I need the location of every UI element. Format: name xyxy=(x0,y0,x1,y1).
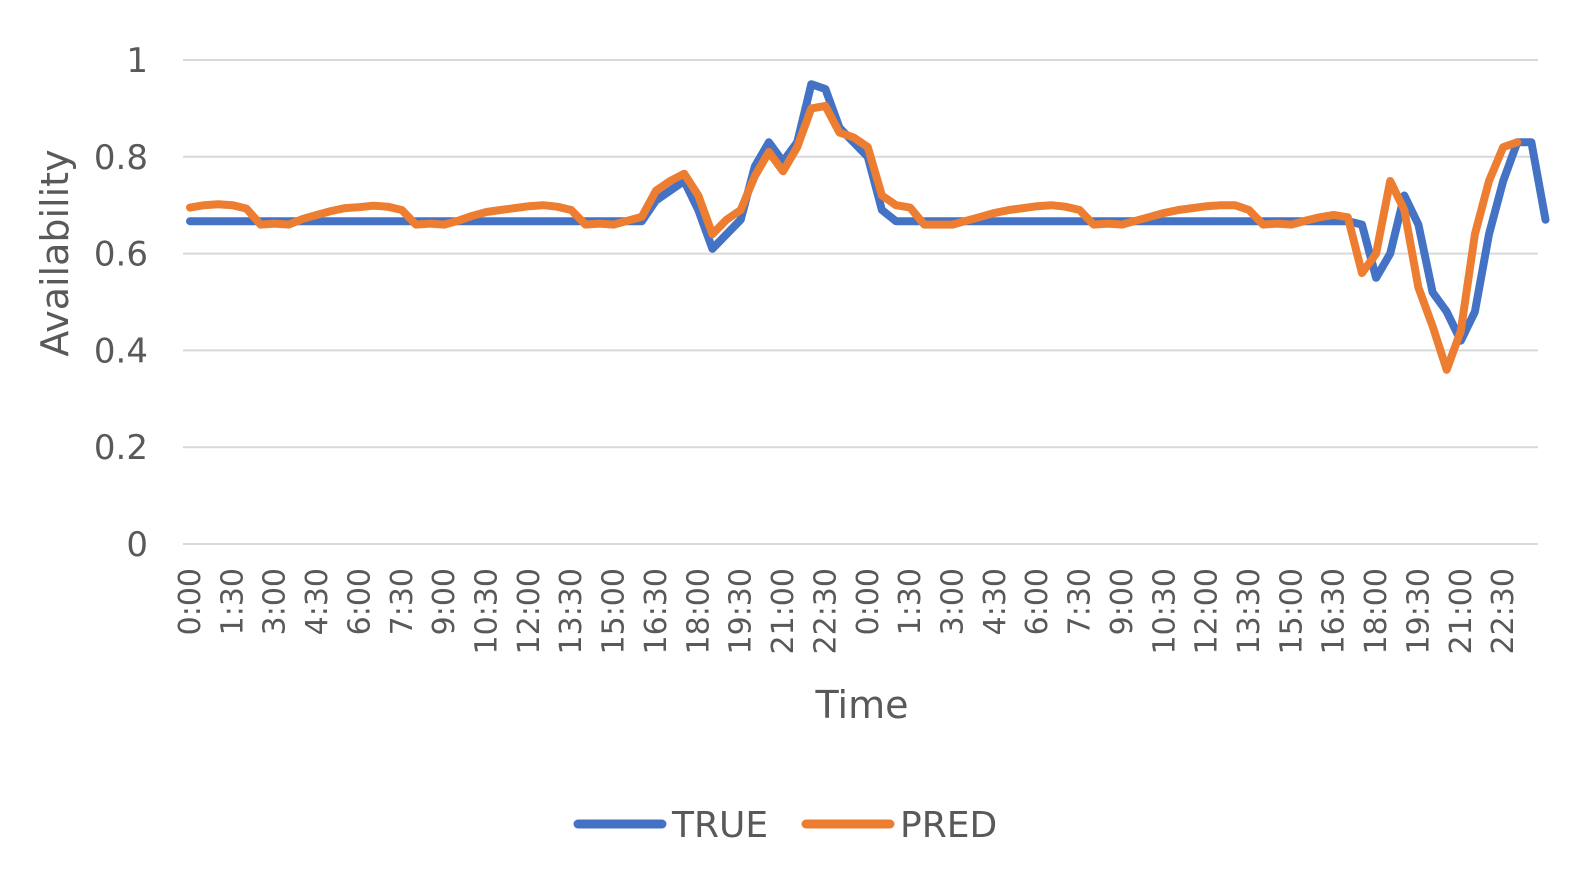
x-tick-label: 15:00 xyxy=(1274,568,1309,654)
x-tick-label: 0:00 xyxy=(851,568,886,635)
x-tick-label: 18:00 xyxy=(1359,568,1394,654)
x-tick-label: 22:30 xyxy=(808,568,843,654)
x-tick-label: 9:00 xyxy=(1105,568,1140,635)
x-tick-label: 6:00 xyxy=(1020,568,1055,635)
x-tick-label: 21:00 xyxy=(1444,568,1479,654)
y-tick-label: 1 xyxy=(126,41,148,81)
x-tick-label: 19:30 xyxy=(724,568,759,654)
x-tick-label: 9:00 xyxy=(427,568,462,635)
grid-lines xyxy=(183,59,1538,545)
x-tick-label: 13:30 xyxy=(554,568,589,654)
x-axis-title: Time xyxy=(815,683,909,727)
x-tick-label: 4:30 xyxy=(978,568,1013,635)
x-tick-label: 19:30 xyxy=(1401,568,1436,654)
x-tick-label: 10:30 xyxy=(1147,568,1182,654)
x-tick-label: 3:00 xyxy=(258,568,293,635)
y-axis-tick-labels: 0 0.2 0.4 0.6 0.8 1 xyxy=(94,41,148,565)
legend: TRUE PRED xyxy=(573,805,997,846)
x-tick-label: 0:00 xyxy=(173,568,208,635)
y-tick-label: 0 xyxy=(126,525,148,565)
x-tick-label: 15:00 xyxy=(597,568,632,654)
x-tick-label: 10:30 xyxy=(470,568,505,654)
x-tick-label: 22:30 xyxy=(1486,568,1521,654)
x-tick-label: 12:00 xyxy=(512,568,547,654)
y-tick-label: 0.2 xyxy=(94,428,148,468)
series-line-pred xyxy=(186,102,1522,374)
series-lines xyxy=(186,80,1550,374)
x-tick-label: 12:00 xyxy=(1190,568,1225,654)
x-tick-label: 1:30 xyxy=(215,568,250,635)
x-tick-label: 3:00 xyxy=(935,568,970,635)
x-tick-label: 7:30 xyxy=(385,568,420,635)
x-tick-label: 13:30 xyxy=(1232,568,1267,654)
x-tick-label: 18:00 xyxy=(681,568,716,654)
y-tick-label: 0.6 xyxy=(94,235,148,275)
legend-label-pred: PRED xyxy=(900,805,997,846)
y-tick-label: 0.8 xyxy=(94,138,148,178)
y-tick-label: 0.4 xyxy=(94,331,148,371)
x-tick-label: 7:30 xyxy=(1063,568,1098,635)
legend-label-true: TRUE xyxy=(671,805,768,846)
x-tick-label: 16:30 xyxy=(1317,568,1352,654)
x-axis-tick-labels: 0:00 1:30 3:00 4:30 6:00 7:30 9:00 10:30 12:00 13… xyxy=(173,568,1521,654)
x-tick-label: 6:00 xyxy=(342,568,377,635)
x-tick-label: 4:30 xyxy=(300,568,335,635)
x-tick-label: 1:30 xyxy=(893,568,928,635)
x-tick-label: 16:30 xyxy=(639,568,674,654)
x-tick-label: 21:00 xyxy=(766,568,801,654)
y-axis-title: Availability xyxy=(33,149,77,356)
